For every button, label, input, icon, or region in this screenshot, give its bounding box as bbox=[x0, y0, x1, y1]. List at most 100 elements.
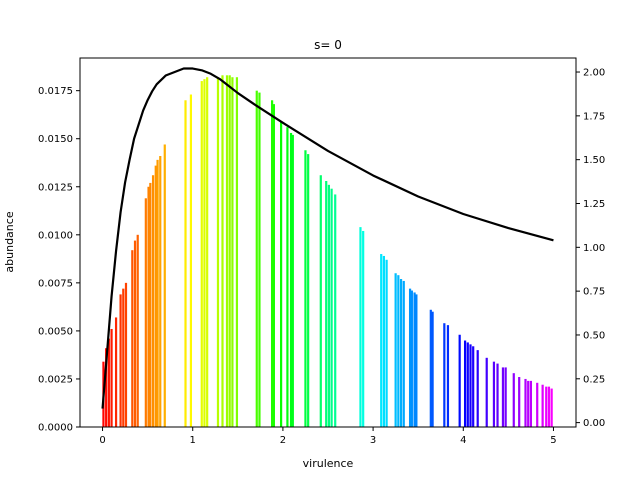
y-tick-label: 0.0075 bbox=[38, 278, 73, 289]
bar bbox=[446, 325, 450, 427]
bar bbox=[133, 240, 137, 427]
bar bbox=[429, 309, 432, 427]
bar bbox=[397, 275, 400, 427]
x-axis-label: virulence bbox=[303, 457, 354, 470]
bar bbox=[124, 282, 128, 427]
y-tick-label: 0.0025 bbox=[38, 374, 73, 385]
bar bbox=[408, 288, 412, 428]
bar bbox=[527, 380, 530, 428]
bar bbox=[501, 367, 505, 427]
bar bbox=[330, 188, 333, 427]
y-tick-label: 0.0175 bbox=[38, 86, 73, 97]
bar bbox=[413, 292, 416, 427]
bar bbox=[304, 150, 307, 427]
bar bbox=[206, 77, 209, 427]
bar bbox=[382, 255, 386, 427]
y-right-tick-label: 0.25 bbox=[583, 374, 605, 385]
bar bbox=[415, 294, 418, 427]
bar bbox=[496, 363, 499, 427]
y-axis-right: 0.00 0.25 0.50 0.75 1.00 1.25 1.50 1.75 2.00 bbox=[576, 68, 605, 429]
bar bbox=[149, 182, 152, 427]
bar bbox=[151, 175, 155, 427]
bar bbox=[228, 75, 231, 428]
bar bbox=[225, 75, 229, 428]
y-right-tick-label: 2.00 bbox=[583, 68, 605, 79]
bar bbox=[272, 104, 275, 428]
series-line bbox=[101, 67, 554, 409]
bar bbox=[270, 100, 274, 427]
x-tick-label: 2 bbox=[280, 435, 286, 446]
bar bbox=[541, 384, 544, 427]
y-right-tick-label: 1.00 bbox=[583, 243, 605, 254]
bar bbox=[431, 311, 434, 427]
bar bbox=[485, 357, 488, 427]
bar bbox=[334, 194, 337, 427]
x-tick-label: 5 bbox=[550, 435, 556, 446]
bar bbox=[402, 280, 405, 427]
y-right-tick-label: 1.25 bbox=[583, 199, 605, 210]
x-tick-label: 0 bbox=[99, 435, 105, 446]
bar bbox=[469, 344, 472, 427]
chart-title: s= 0 bbox=[314, 38, 342, 52]
y-right-tick-label: 0.50 bbox=[583, 330, 605, 341]
y-tick-label: 0.0125 bbox=[38, 182, 73, 193]
bar bbox=[307, 154, 310, 427]
bar bbox=[512, 373, 515, 427]
bar bbox=[466, 342, 469, 427]
bar bbox=[286, 127, 289, 427]
bar bbox=[184, 100, 187, 427]
bar bbox=[163, 144, 166, 428]
bar bbox=[189, 94, 193, 428]
y-right-tick-label: 1.75 bbox=[583, 111, 605, 122]
x-tick-label: 4 bbox=[460, 435, 466, 446]
x-axis: 0 1 2 3 4 5 bbox=[99, 427, 557, 446]
bar bbox=[319, 175, 322, 427]
bar bbox=[154, 165, 157, 428]
bar bbox=[200, 81, 203, 427]
bar bbox=[131, 250, 134, 427]
bar bbox=[443, 323, 446, 427]
y-right-tick-label: 0.00 bbox=[583, 418, 605, 429]
bar bbox=[504, 367, 507, 427]
bar bbox=[110, 328, 113, 427]
bar bbox=[221, 75, 224, 428]
bar bbox=[472, 346, 475, 427]
bar bbox=[524, 378, 527, 427]
x-tick-label: 3 bbox=[370, 435, 376, 446]
bar bbox=[159, 156, 162, 427]
bar bbox=[136, 234, 139, 427]
bar bbox=[463, 340, 467, 427]
y-tick-label: 0.0150 bbox=[38, 134, 73, 145]
bar bbox=[547, 386, 551, 427]
bar bbox=[280, 121, 283, 428]
bar bbox=[458, 334, 461, 427]
bars-group bbox=[102, 75, 553, 428]
bar bbox=[394, 273, 397, 427]
bar bbox=[359, 227, 362, 427]
bar bbox=[476, 350, 479, 428]
line-group bbox=[101, 67, 554, 409]
bar bbox=[258, 92, 261, 427]
bar bbox=[216, 77, 220, 427]
bar bbox=[122, 288, 125, 428]
bar bbox=[105, 348, 108, 427]
bar bbox=[385, 259, 388, 427]
bar bbox=[325, 181, 328, 427]
bar bbox=[291, 134, 294, 428]
bar bbox=[380, 254, 383, 427]
y-axis-left: 0.0000 0.0025 0.0050 0.0075 0.0100 0.0125 0.01… bbox=[38, 86, 80, 434]
x-tick-label: 1 bbox=[190, 435, 196, 446]
bar bbox=[536, 382, 539, 427]
bar bbox=[362, 230, 365, 427]
bar bbox=[327, 184, 330, 427]
bar bbox=[107, 338, 110, 427]
bar bbox=[492, 361, 496, 427]
y-tick-label: 0.0000 bbox=[38, 423, 73, 434]
bar bbox=[235, 77, 239, 427]
bar bbox=[119, 294, 122, 427]
bar bbox=[410, 290, 413, 427]
bar bbox=[203, 79, 206, 427]
bar bbox=[114, 317, 118, 427]
y-right-tick-label: 1.50 bbox=[583, 155, 605, 166]
